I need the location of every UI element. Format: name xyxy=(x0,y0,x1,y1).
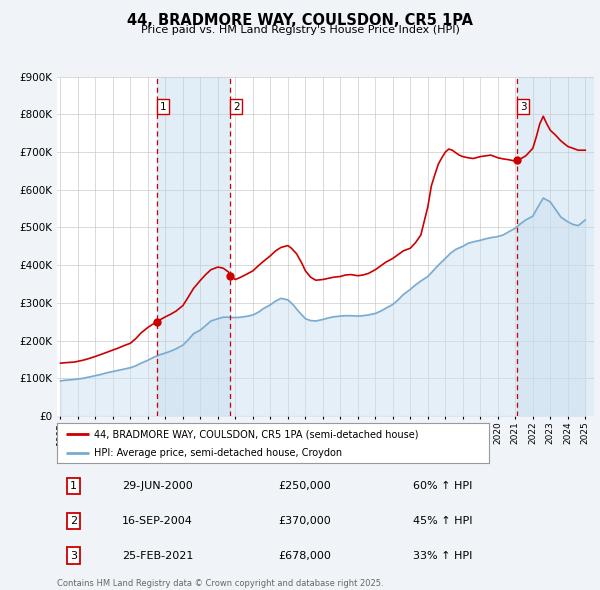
Text: Contains HM Land Registry data © Crown copyright and database right 2025.
This d: Contains HM Land Registry data © Crown c… xyxy=(57,579,383,590)
Text: 16-SEP-2004: 16-SEP-2004 xyxy=(122,516,193,526)
Text: £678,000: £678,000 xyxy=(278,550,331,560)
Text: £370,000: £370,000 xyxy=(278,516,331,526)
Bar xyxy=(517,77,594,416)
Text: 3: 3 xyxy=(70,550,77,560)
Text: HPI: Average price, semi-detached house, Croydon: HPI: Average price, semi-detached house,… xyxy=(94,448,342,458)
Text: 29-JUN-2000: 29-JUN-2000 xyxy=(122,481,193,491)
Text: 44, BRADMORE WAY, COULSDON, CR5 1PA (semi-detached house): 44, BRADMORE WAY, COULSDON, CR5 1PA (sem… xyxy=(94,430,418,440)
Text: 2: 2 xyxy=(70,516,77,526)
Text: 3: 3 xyxy=(520,102,526,112)
Bar xyxy=(157,77,230,416)
Text: 60% ↑ HPI: 60% ↑ HPI xyxy=(413,481,473,491)
Text: 1: 1 xyxy=(70,481,77,491)
Text: 45% ↑ HPI: 45% ↑ HPI xyxy=(413,516,473,526)
Text: 33% ↑ HPI: 33% ↑ HPI xyxy=(413,550,473,560)
Text: £250,000: £250,000 xyxy=(278,481,331,491)
Text: 25-FEB-2021: 25-FEB-2021 xyxy=(122,550,193,560)
Text: 1: 1 xyxy=(160,102,166,112)
Text: Price paid vs. HM Land Registry's House Price Index (HPI): Price paid vs. HM Land Registry's House … xyxy=(140,25,460,35)
Text: 44, BRADMORE WAY, COULSDON, CR5 1PA: 44, BRADMORE WAY, COULSDON, CR5 1PA xyxy=(127,13,473,28)
Text: 2: 2 xyxy=(233,102,239,112)
